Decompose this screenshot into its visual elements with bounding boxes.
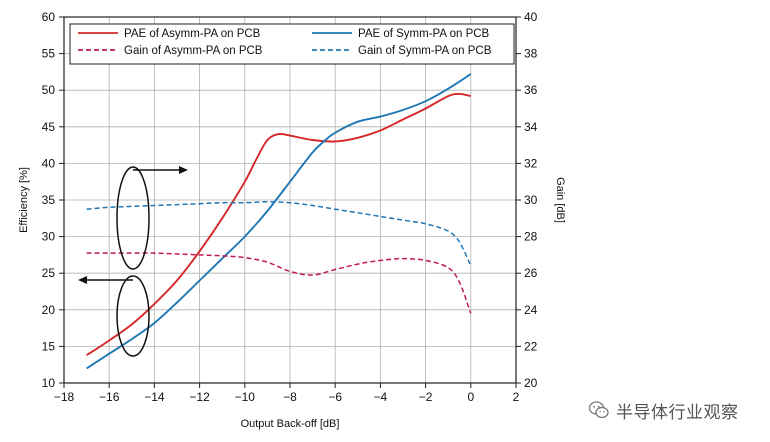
y-tick-label-left: 35 <box>42 193 56 207</box>
x-tick-label: −14 <box>144 390 165 404</box>
series-line-2 <box>86 73 472 370</box>
y-tick-label-right: 28 <box>524 230 538 244</box>
watermark: 半导体行业观察 <box>588 398 739 423</box>
y-tick-label-left: 15 <box>42 339 56 353</box>
legend: PAE of Asymm-PA on PCB Gain of Asymm-PA o… <box>69 23 515 65</box>
y-tick-label-right: 36 <box>524 83 538 97</box>
legend-label: Gain of Asymm-PA on PCB <box>124 45 263 57</box>
y-tick-label-left: 25 <box>42 266 56 280</box>
series-lines <box>86 73 472 370</box>
legend-label: PAE of Symm-PA on PCB <box>358 28 490 40</box>
x-tick-label: −12 <box>189 390 210 404</box>
legend-label: Gain of Symm-PA on PCB <box>358 45 492 57</box>
y-tick-label-left: 45 <box>42 120 56 134</box>
legend-box <box>69 23 515 65</box>
ellipse-annotation-gain <box>116 166 150 270</box>
y-tick-label-left: 55 <box>42 47 56 61</box>
x-tick-label: −2 <box>419 390 433 404</box>
axis-annotations <box>78 166 188 357</box>
y-tick-label-right: 22 <box>524 339 538 353</box>
series-line-4 <box>86 201 472 267</box>
tick-labels: −18 −16 −14 −12 −10 −8 −6 −4 −2 0 2 10 15 20 25 30 35 40 4… <box>42 10 538 404</box>
y-tick-label-right: 20 <box>524 376 538 390</box>
y-tick-label-left: 20 <box>42 303 56 317</box>
series-line-3 <box>86 252 472 314</box>
y-tick-label-right: 34 <box>524 120 538 134</box>
x-tick-label: 2 <box>513 390 520 404</box>
y-tick-label-right: 32 <box>524 156 538 170</box>
arrow-left-head <box>78 276 87 284</box>
x-tick-label: −18 <box>54 390 75 404</box>
grid <box>63 16 517 384</box>
y-tick-label-right: 30 <box>524 193 538 207</box>
y-tick-label-left: 40 <box>42 156 56 170</box>
y-tick-label-right: 24 <box>524 303 538 317</box>
legend-label: PAE of Asymm-PA on PCB <box>124 28 261 40</box>
y-axis-label-left: Efficiency [%] <box>18 167 30 233</box>
y-tick-label-right: 40 <box>524 10 538 24</box>
ellipse-annotation-efficiency <box>116 275 150 357</box>
watermark-text: 半导体行业观察 <box>616 402 739 423</box>
x-tick-label: −4 <box>374 390 388 404</box>
x-tick-label: 0 <box>467 390 474 404</box>
x-tick-label: −6 <box>328 390 342 404</box>
wechat-icon <box>588 401 609 419</box>
y-tick-label-left: 10 <box>42 376 56 390</box>
y-axis-label-right: Gain [dB] <box>554 177 566 223</box>
y-tick-label-left: 30 <box>42 230 56 244</box>
arrow-right-head <box>179 166 188 174</box>
y-tick-label-right: 26 <box>524 266 538 280</box>
x-axis-label: Output Back-off [dB] <box>241 418 340 430</box>
y-tick-label-left: 50 <box>42 83 56 97</box>
y-tick-label-left: 60 <box>42 10 56 24</box>
x-tick-label: −16 <box>99 390 120 404</box>
x-tick-label: −10 <box>235 390 256 404</box>
y-tick-label-right: 38 <box>524 47 538 61</box>
series-line-1 <box>86 92 472 356</box>
x-tick-label: −8 <box>283 390 297 404</box>
